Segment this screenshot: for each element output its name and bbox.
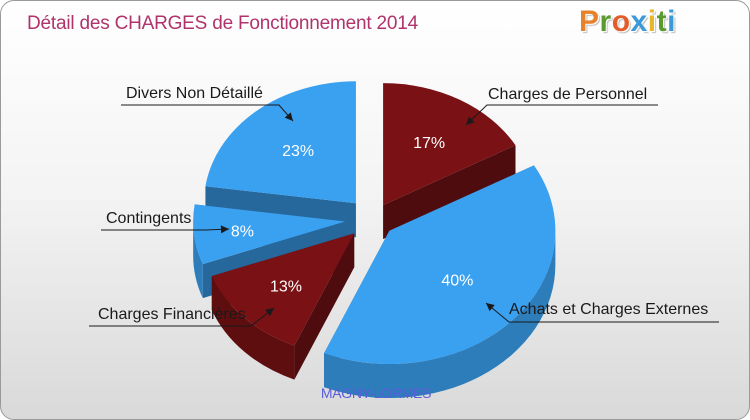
logo-letter: i: [667, 5, 676, 38]
slice-category-label: Charges Financières: [98, 306, 246, 323]
callout-arrow: [284, 112, 293, 121]
logo-letter: i: [647, 5, 657, 38]
slice-percent-label: 17%: [413, 135, 445, 152]
slice-outer-wall: [324, 230, 556, 399]
pie-slice: [211, 233, 355, 380]
callout-arrow: [466, 116, 475, 125]
callout-arrow: [486, 303, 495, 312]
pie-slice: [383, 83, 516, 240]
commune-name: MAGNY-LORMES: [320, 385, 432, 401]
logo-letter: P: [579, 5, 600, 38]
slice-top-face: [205, 81, 356, 204]
slice-top-face: [383, 83, 516, 206]
slice-category-label: Divers Non Détaillé: [126, 85, 263, 102]
slice-category-label: Achats et Charges Externes: [509, 301, 708, 318]
slice-category-label: Contingents: [106, 210, 191, 227]
logo-letter: r: [599, 5, 612, 38]
slice-top-face: [211, 233, 355, 346]
slice-side-face: [383, 145, 516, 240]
slice-top-face: [193, 204, 346, 265]
callout-line: [465, 104, 658, 126]
callout-line: [485, 302, 719, 323]
callout-arrow: [265, 308, 274, 317]
callout-line: [89, 307, 275, 327]
slice-outer-wall: [211, 276, 295, 380]
chart-title: Détail des CHARGES de Fonctionnement 201…: [27, 13, 419, 34]
logo-letter: x: [630, 5, 648, 38]
slice-outer-wall: [193, 221, 203, 299]
callout-arrow: [220, 225, 229, 234]
logo-letter: t: [656, 5, 668, 38]
proxiti-logo: Proxiti: [579, 5, 676, 39]
slice-category-label: Charges de Personnel: [488, 86, 647, 103]
pie-slice: [324, 165, 556, 399]
slice-top-face: [324, 165, 556, 365]
logo-letter: o: [611, 5, 631, 38]
slice-percent-label: 13%: [270, 279, 302, 296]
slice-percent-label: 23%: [282, 143, 314, 160]
slice-percent-label: 40%: [441, 273, 473, 290]
slice-percent-label: 8%: [231, 223, 254, 240]
callout-line: [121, 104, 294, 122]
